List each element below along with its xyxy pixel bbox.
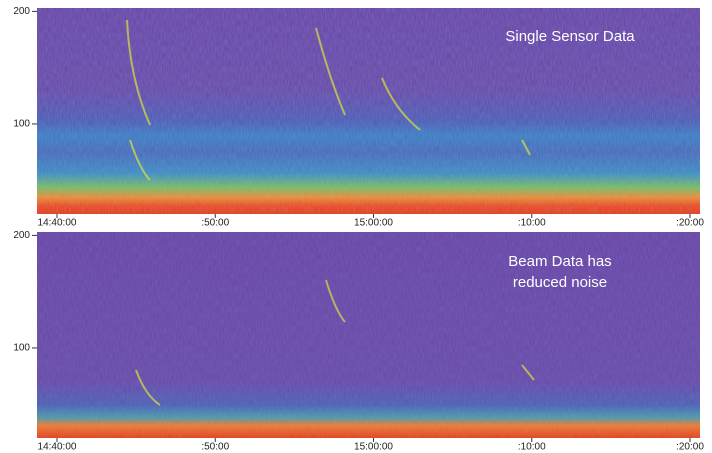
signal-streaks: [135, 279, 535, 406]
x-tick-label: 14:40:00: [38, 218, 77, 229]
y-tick-label: 100: [13, 343, 30, 354]
x-tick-label: :50:00: [201, 442, 229, 453]
panel-bottom: [37, 232, 700, 438]
annotation: Beam Data has: [508, 253, 611, 270]
x-tick-label: :10:00: [518, 442, 546, 453]
spectrogram-texture: [37, 8, 700, 214]
signal-streaks: [126, 19, 531, 181]
x-tick-label: 15:00:00: [354, 442, 393, 453]
x-tick-label: :20:00: [676, 218, 704, 229]
spectrogram-texture: [37, 232, 700, 438]
y-tick-label: 200: [13, 230, 30, 241]
x-tick-label: :20:00: [676, 442, 704, 453]
x-tick-label: 15:00:00: [354, 218, 393, 229]
y-tick-label: 100: [13, 119, 30, 130]
annotation: reduced noise: [513, 274, 607, 291]
x-tick-label: :50:00: [201, 218, 229, 229]
panel-top: [37, 8, 700, 214]
y-tick-label: 200: [13, 6, 30, 17]
x-tick-label: :10:00: [518, 218, 546, 229]
x-tick-label: 14:40:00: [38, 442, 77, 453]
annotation: Single Sensor Data: [505, 28, 635, 45]
